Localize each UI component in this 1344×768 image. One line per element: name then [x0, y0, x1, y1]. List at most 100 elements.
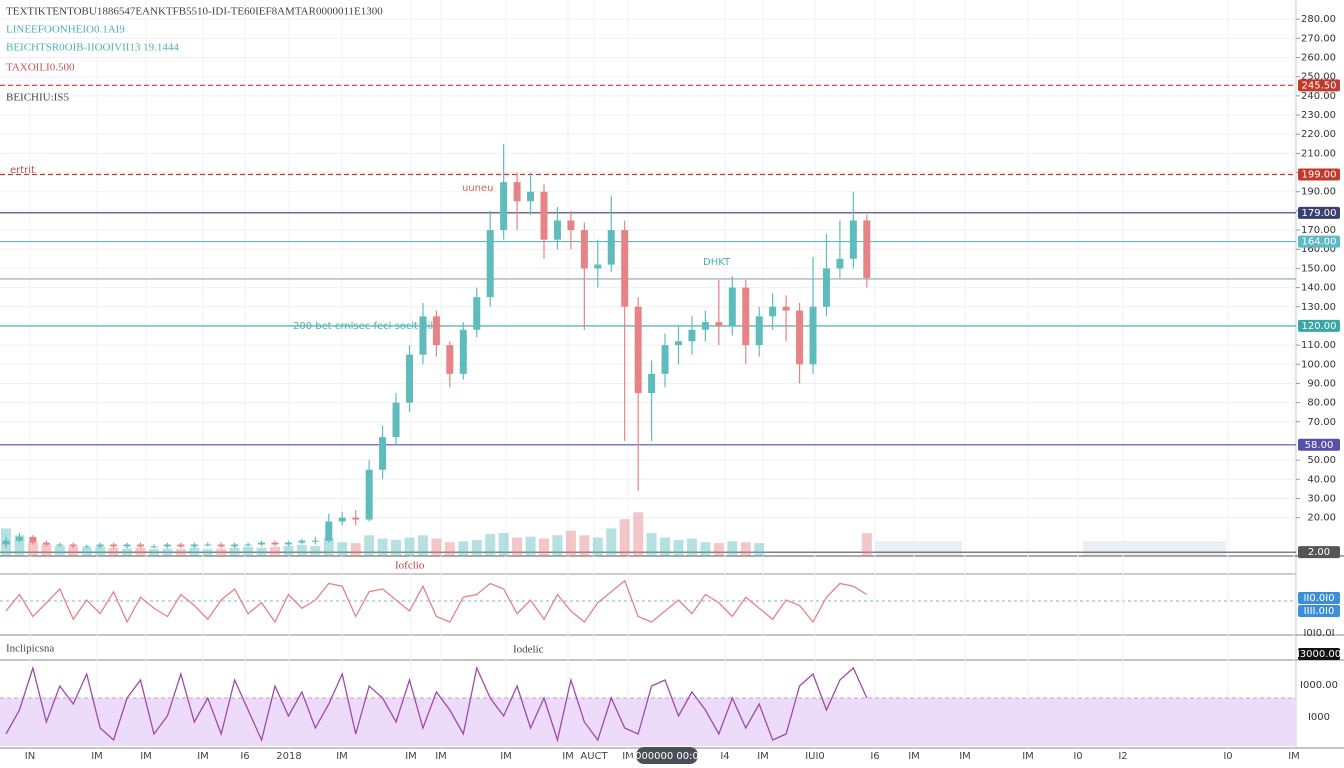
time-label: IUI0: [805, 751, 825, 762]
level-label-box: [1298, 438, 1340, 451]
volume-bar: [552, 535, 563, 556]
annotation: ertrit: [10, 165, 35, 176]
candle-body: [580, 230, 588, 269]
y-tick-label: 30.00: [1307, 493, 1336, 504]
volume-bar: [14, 535, 25, 556]
crosshair-time-box: [636, 747, 698, 764]
y-tick-label: 70.00: [1307, 417, 1336, 428]
volume-bar: [485, 533, 496, 556]
pane-axis-label: I000.00: [1300, 680, 1338, 691]
candle-body: [688, 329, 696, 342]
candle-body: [15, 536, 23, 541]
pane-axis-box: [1298, 605, 1340, 617]
legend-entry: TEXTIKTENTOBU1886547EANKTFB5510-IDI-TE60…: [6, 6, 383, 18]
candle-body: [661, 345, 669, 374]
candle-body: [486, 230, 494, 298]
volume-bar: [619, 519, 630, 556]
grid: [0, 0, 1300, 748]
volume-bar: [350, 543, 361, 556]
volume-bar: [565, 530, 576, 556]
candle-body: [634, 306, 642, 394]
volume-bar: [122, 548, 133, 556]
volume-bar: [202, 549, 213, 556]
time-label: AUCT: [580, 751, 608, 762]
time-label: IM: [959, 751, 971, 762]
volume-bar: [431, 538, 442, 556]
volume-bar: [81, 547, 92, 556]
candle-body: [715, 322, 723, 326]
y-tick-label: 190.00: [1301, 187, 1336, 198]
volume-bar: [41, 544, 52, 556]
candle-body: [83, 546, 91, 548]
candle-body: [446, 345, 454, 374]
candle-body: [96, 544, 104, 547]
candle-body: [809, 306, 817, 365]
candle-body: [540, 191, 548, 240]
time-label: IN: [25, 751, 35, 762]
marks: [0, 84, 1296, 746]
shade: [1083, 541, 1226, 556]
candle-body: [271, 542, 279, 545]
annotation: DHKT: [703, 257, 731, 268]
candle-body: [849, 220, 857, 259]
time-label: IM: [1022, 751, 1034, 762]
pane-title: Inclipicsna: [6, 643, 54, 655]
candle-body: [392, 402, 400, 438]
candle-body: [473, 297, 481, 330]
candle-body: [701, 322, 709, 330]
pane-axis-box: [1298, 592, 1340, 604]
y-tick-label: 50.00: [1307, 455, 1336, 466]
volume-bar: [512, 537, 523, 556]
volume-bar: [498, 533, 509, 556]
candle-body: [621, 230, 629, 307]
y-tick-label: 90.00: [1307, 378, 1336, 389]
level-label: 245.50: [1302, 80, 1337, 91]
y-tick-label: 100.00: [1301, 359, 1336, 370]
candle-body: [217, 544, 225, 547]
volume-bar: [296, 544, 307, 556]
time-label: IM: [1288, 751, 1300, 762]
pane-axis-label: I3000.00: [1297, 649, 1341, 660]
level-label-box: [1298, 206, 1340, 219]
volume-bar: [417, 535, 428, 556]
volume-bar: [539, 538, 549, 556]
candle-body: [42, 542, 50, 545]
level-label-box: [1298, 235, 1340, 248]
volume-bar: [283, 545, 294, 556]
level-label: 199.00: [1302, 169, 1337, 180]
candle-body: [836, 258, 844, 269]
y-tick-label: 260.00: [1301, 53, 1336, 64]
volume-bar: [727, 541, 738, 556]
candle-body: [648, 373, 656, 394]
volume-bar: [660, 537, 671, 556]
candle-body: [742, 287, 750, 346]
volume-bar: [310, 545, 321, 556]
time-label: IM: [757, 751, 769, 762]
y-tick-label: 160.00: [1301, 244, 1336, 255]
volume-bar: [148, 549, 159, 556]
time-label: IM: [908, 751, 920, 762]
level-label: 2.00: [1308, 547, 1330, 558]
legend-entry: BEICHIU:IS5: [6, 92, 69, 104]
annotation: 200 bet crnlsec fecl soclt fiil: [293, 321, 433, 332]
volume-bar: [686, 538, 697, 556]
candle-body: [325, 521, 333, 541]
volume-bar: [323, 537, 334, 556]
candle-body: [379, 437, 387, 470]
candle-body: [29, 536, 37, 543]
level-label-box: [1298, 319, 1340, 332]
volume-bar: [108, 547, 119, 556]
candle-body: [432, 316, 440, 346]
level-label-box: [1298, 168, 1340, 181]
time-label: IM: [500, 751, 512, 762]
pane-axis-label: I0I0.0I: [1303, 628, 1334, 639]
legend-entry: TAXOILI0.500: [6, 62, 75, 74]
pane-axis-label: II0.0I0: [1303, 593, 1334, 604]
pane-title: Iodelic: [513, 644, 544, 656]
candle-body: [365, 469, 373, 520]
volume-bar: [95, 546, 106, 556]
pane-axis-label: I000: [1308, 712, 1330, 723]
time-label: IM: [435, 751, 447, 762]
candle-body: [863, 220, 871, 278]
candle-body: [459, 329, 467, 374]
